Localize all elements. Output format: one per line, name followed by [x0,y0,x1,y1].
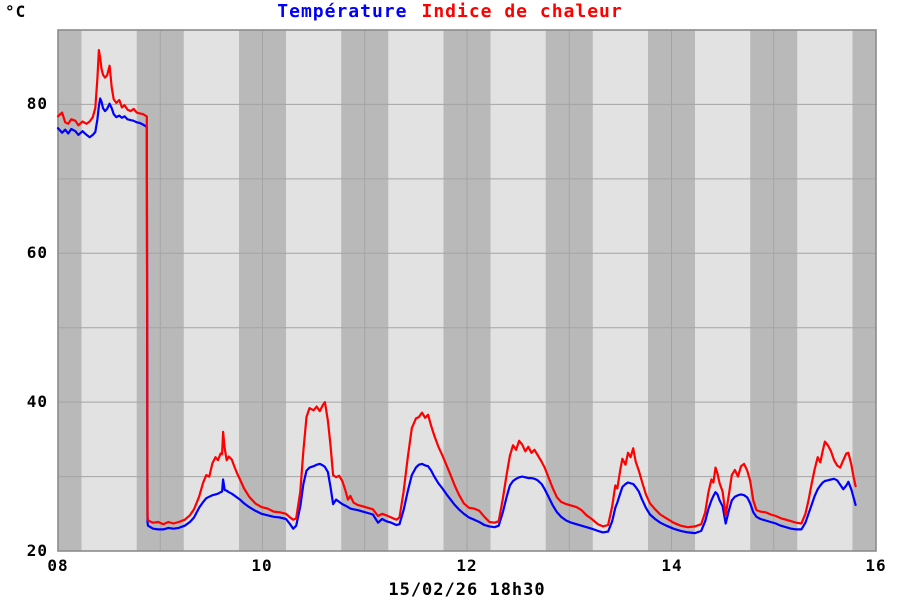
chart-title: Température Indice de chaleur [0,1,900,22]
timestamp-label: 15/02/26 18h30 [388,580,546,600]
x-tick-label-08: 08 [47,556,69,575]
y-tick-label-20: 20 [26,541,48,560]
heat-index-line [56,48,857,529]
hour-shade-band [852,30,876,551]
y-axis-unit-label: °C [5,2,27,21]
x-tick-label-16: 16 [865,556,887,575]
temperature-line [56,97,857,535]
y-tick-label-60: 60 [26,243,48,262]
legend-temperature-label: Température [277,1,408,22]
legend-heat-index-label: Indice de chaleur [421,1,623,22]
plot-frame [57,29,877,552]
x-tick-label-14: 14 [661,556,683,575]
x-tick-label-12: 12 [456,556,478,575]
x-tick-label-10: 10 [251,556,273,575]
hour-shade-band [58,30,82,551]
y-tick-label-40: 40 [26,392,48,411]
y-tick-label-80: 80 [26,94,48,113]
